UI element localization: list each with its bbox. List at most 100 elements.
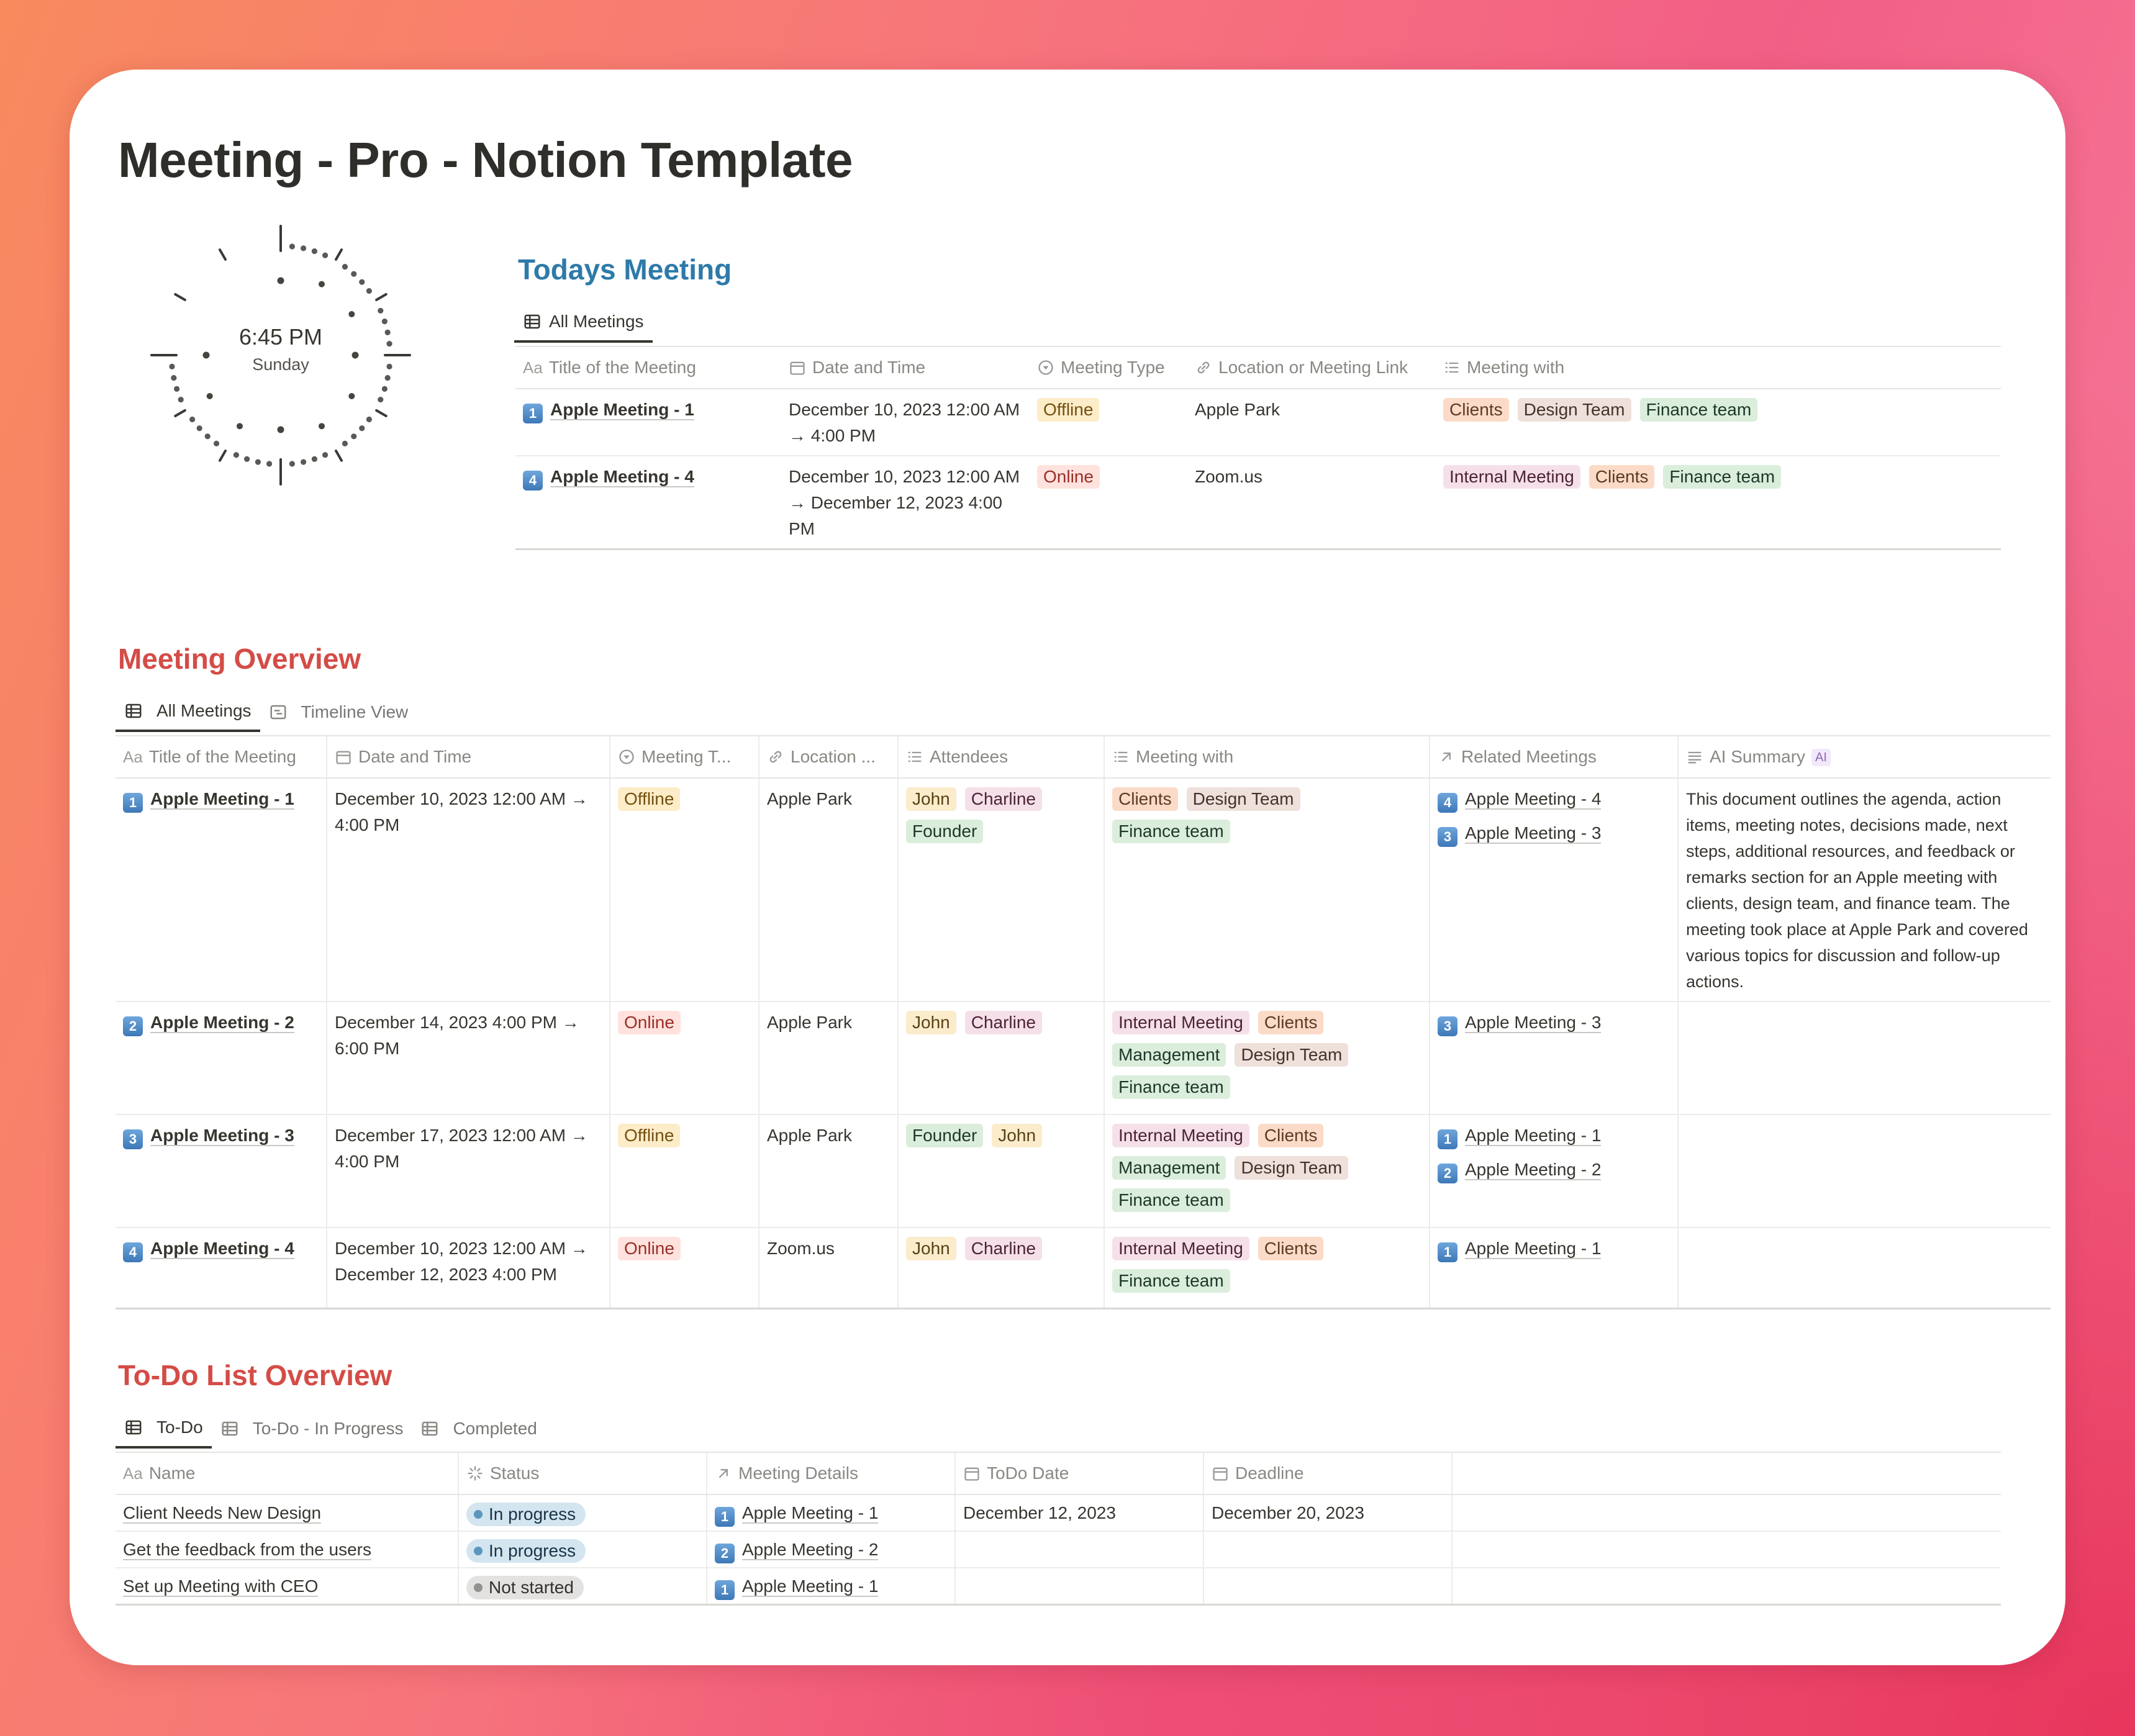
- tags-cell[interactable]: Clients Design Team Finance team: [1436, 389, 2001, 456]
- meeting-title-link[interactable]: Apple Meeting - 1: [150, 789, 294, 810]
- name-cell[interactable]: Get the feedback from the users: [116, 1531, 458, 1568]
- status-cell[interactable]: Not started: [458, 1568, 707, 1606]
- tab-timeline-view[interactable]: Timeline View: [260, 692, 417, 732]
- table-row[interactable]: 4 Apple Meeting - 4 December 10, 2023 12:0…: [116, 1227, 2051, 1309]
- status-cell[interactable]: In progress: [458, 1531, 707, 1568]
- location-cell[interactable]: Apple Park: [1187, 389, 1436, 456]
- column-header[interactable]: Date and Time: [781, 346, 1030, 389]
- column-header[interactable]: Related Meetings: [1429, 735, 1678, 779]
- location-cell[interactable]: Zoom.us: [1187, 456, 1436, 550]
- location-cell[interactable]: Apple Park: [758, 1114, 898, 1228]
- tab-completed[interactable]: Completed: [412, 1409, 545, 1449]
- title-cell[interactable]: 1 Apple Meeting - 1: [515, 389, 781, 456]
- related-meeting[interactable]: 2 Apple Meeting - 2: [1438, 1157, 1670, 1183]
- column-header[interactable]: Date and Time: [326, 735, 610, 779]
- related-meetings-cell[interactable]: 3 Apple Meeting - 3: [1429, 1001, 1678, 1115]
- date-cell[interactable]: December 14, 2023 4:00 PM → 6:00 PM: [326, 1001, 610, 1115]
- table-row[interactable]: Set up Meeting with CEO Not started 1 Apple…: [116, 1568, 2001, 1606]
- tags-cell[interactable]: Internal Meeting Clients Management Design …: [1104, 1114, 1430, 1228]
- column-header[interactable]: Meeting Details: [706, 1452, 955, 1495]
- column-header[interactable]: Location ...: [758, 735, 898, 779]
- meeting-details-cell[interactable]: 1 Apple Meeting - 1: [706, 1494, 955, 1532]
- tab-all-meetings[interactable]: All Meetings: [514, 303, 653, 343]
- todo-name[interactable]: Set up Meeting with CEO: [123, 1576, 319, 1597]
- related-meeting[interactable]: 1 Apple Meeting - 1: [1438, 1123, 1670, 1149]
- meeting-details-cell[interactable]: 2 Apple Meeting - 2: [706, 1531, 955, 1568]
- column-header[interactable]: Meeting with: [1104, 735, 1430, 779]
- column-header[interactable]: Status: [458, 1452, 707, 1495]
- column-header[interactable]: Meeting T...: [609, 735, 759, 779]
- tags-cell[interactable]: John Charline Founder: [897, 778, 1104, 1002]
- todo-date-cell[interactable]: [954, 1568, 1203, 1606]
- type-cell[interactable]: Offline: [609, 1114, 759, 1228]
- tags-cell[interactable]: Founder John: [897, 1114, 1104, 1228]
- meeting-title-link[interactable]: Apple Meeting - 4: [550, 467, 694, 487]
- name-cell[interactable]: Client Needs New Design: [116, 1494, 458, 1532]
- title-cell[interactable]: 3 Apple Meeting - 3: [116, 1114, 327, 1228]
- todo-name[interactable]: Get the feedback from the users: [123, 1540, 371, 1560]
- meeting-details-link[interactable]: Apple Meeting - 1: [742, 1576, 879, 1597]
- column-header[interactable]: Aa Title of the Meeting: [116, 735, 327, 779]
- related-meeting[interactable]: 1 Apple Meeting - 1: [1438, 1236, 1670, 1262]
- title-cell[interactable]: 4 Apple Meeting - 4: [515, 456, 781, 550]
- ai-summary-cell[interactable]: This document outlines the agenda, actio…: [1677, 778, 2051, 1002]
- related-meeting[interactable]: 3 Apple Meeting - 3: [1438, 820, 1670, 847]
- type-cell[interactable]: Offline: [609, 778, 759, 1002]
- deadline-cell[interactable]: December 20, 2023: [1203, 1494, 1452, 1532]
- column-header[interactable]: Deadline: [1203, 1452, 1452, 1495]
- related-meeting-link[interactable]: Apple Meeting - 4: [1465, 789, 1602, 810]
- column-header[interactable]: Attendees: [897, 735, 1104, 779]
- meeting-title-link[interactable]: Apple Meeting - 1: [550, 400, 694, 420]
- related-meeting-link[interactable]: Apple Meeting - 2: [1465, 1160, 1602, 1180]
- column-header[interactable]: Meeting Type: [1030, 346, 1187, 389]
- tab-to-do-in-progress[interactable]: To-Do - In Progress: [212, 1409, 412, 1449]
- type-cell[interactable]: Offline: [1030, 389, 1187, 456]
- related-meetings-cell[interactable]: 1 Apple Meeting - 1 2 Apple Meeting - 2: [1429, 1114, 1678, 1228]
- table-row[interactable]: 4 Apple Meeting - 4 December 10, 2023 12:0…: [515, 456, 2001, 550]
- related-meeting-link[interactable]: Apple Meeting - 1: [1465, 1126, 1602, 1146]
- table-row[interactable]: Get the feedback from the users In progre…: [116, 1531, 2001, 1568]
- table-row[interactable]: 2 Apple Meeting - 2 December 14, 2023 4:00…: [116, 1001, 2051, 1115]
- ai-summary-cell[interactable]: [1677, 1227, 2051, 1309]
- location-cell[interactable]: Apple Park: [758, 778, 898, 1002]
- tags-cell[interactable]: Internal Meeting Clients Finance team: [1436, 456, 2001, 550]
- status-cell[interactable]: In progress: [458, 1494, 707, 1532]
- date-cell[interactable]: December 17, 2023 12:00 AM → 4:00 PM: [326, 1114, 610, 1228]
- related-meeting-link[interactable]: Apple Meeting - 3: [1465, 823, 1602, 844]
- date-cell[interactable]: December 10, 2023 12:00 AM → December 12…: [326, 1227, 610, 1309]
- tab-all-meetings[interactable]: All Meetings: [116, 692, 260, 732]
- table-row[interactable]: 1 Apple Meeting - 1 December 10, 2023 12:0…: [515, 389, 2001, 456]
- deadline-cell[interactable]: [1203, 1531, 1452, 1568]
- related-meeting-link[interactable]: Apple Meeting - 1: [1465, 1239, 1602, 1259]
- todo-date-cell[interactable]: December 12, 2023: [954, 1494, 1203, 1532]
- todo-date-cell[interactable]: [954, 1531, 1203, 1568]
- type-cell[interactable]: Online: [609, 1227, 759, 1309]
- column-header[interactable]: ToDo Date: [954, 1452, 1203, 1495]
- meeting-details-link[interactable]: Apple Meeting - 1: [742, 1503, 879, 1524]
- meeting-title-link[interactable]: Apple Meeting - 2: [150, 1013, 294, 1033]
- location-cell[interactable]: Apple Park: [758, 1001, 898, 1115]
- deadline-cell[interactable]: [1203, 1568, 1452, 1606]
- column-header[interactable]: Location or Meeting Link: [1187, 346, 1436, 389]
- meeting-title-link[interactable]: Apple Meeting - 4: [150, 1239, 294, 1259]
- table-row[interactable]: 3 Apple Meeting - 3 December 17, 2023 12:0…: [116, 1114, 2051, 1228]
- related-meetings-cell[interactable]: 1 Apple Meeting - 1: [1429, 1227, 1678, 1309]
- related-meeting-link[interactable]: Apple Meeting - 3: [1465, 1013, 1602, 1033]
- related-meeting[interactable]: 4 Apple Meeting - 4: [1438, 786, 1670, 813]
- type-cell[interactable]: Online: [609, 1001, 759, 1115]
- date-cell[interactable]: December 10, 2023 12:00 AM → December 12…: [781, 456, 1030, 550]
- column-header[interactable]: Aa Title of the Meeting: [515, 346, 781, 389]
- location-cell[interactable]: Zoom.us: [758, 1227, 898, 1309]
- ai-summary-cell[interactable]: [1677, 1114, 2051, 1228]
- title-cell[interactable]: 2 Apple Meeting - 2: [116, 1001, 327, 1115]
- related-meeting[interactable]: 3 Apple Meeting - 3: [1438, 1010, 1670, 1036]
- todo-name[interactable]: Client Needs New Design: [123, 1503, 322, 1524]
- ai-summary-cell[interactable]: [1677, 1001, 2051, 1115]
- meeting-details-link[interactable]: Apple Meeting - 2: [742, 1540, 879, 1560]
- column-header[interactable]: AI Summary AI: [1677, 735, 2051, 779]
- title-cell[interactable]: 1 Apple Meeting - 1: [116, 778, 327, 1002]
- tab-to-do[interactable]: To-Do: [116, 1409, 212, 1449]
- date-cell[interactable]: December 10, 2023 12:00 AM → 4:00 PM: [326, 778, 610, 1002]
- title-cell[interactable]: 4 Apple Meeting - 4: [116, 1227, 327, 1309]
- date-cell[interactable]: December 10, 2023 12:00 AM → 4:00 PM: [781, 389, 1030, 456]
